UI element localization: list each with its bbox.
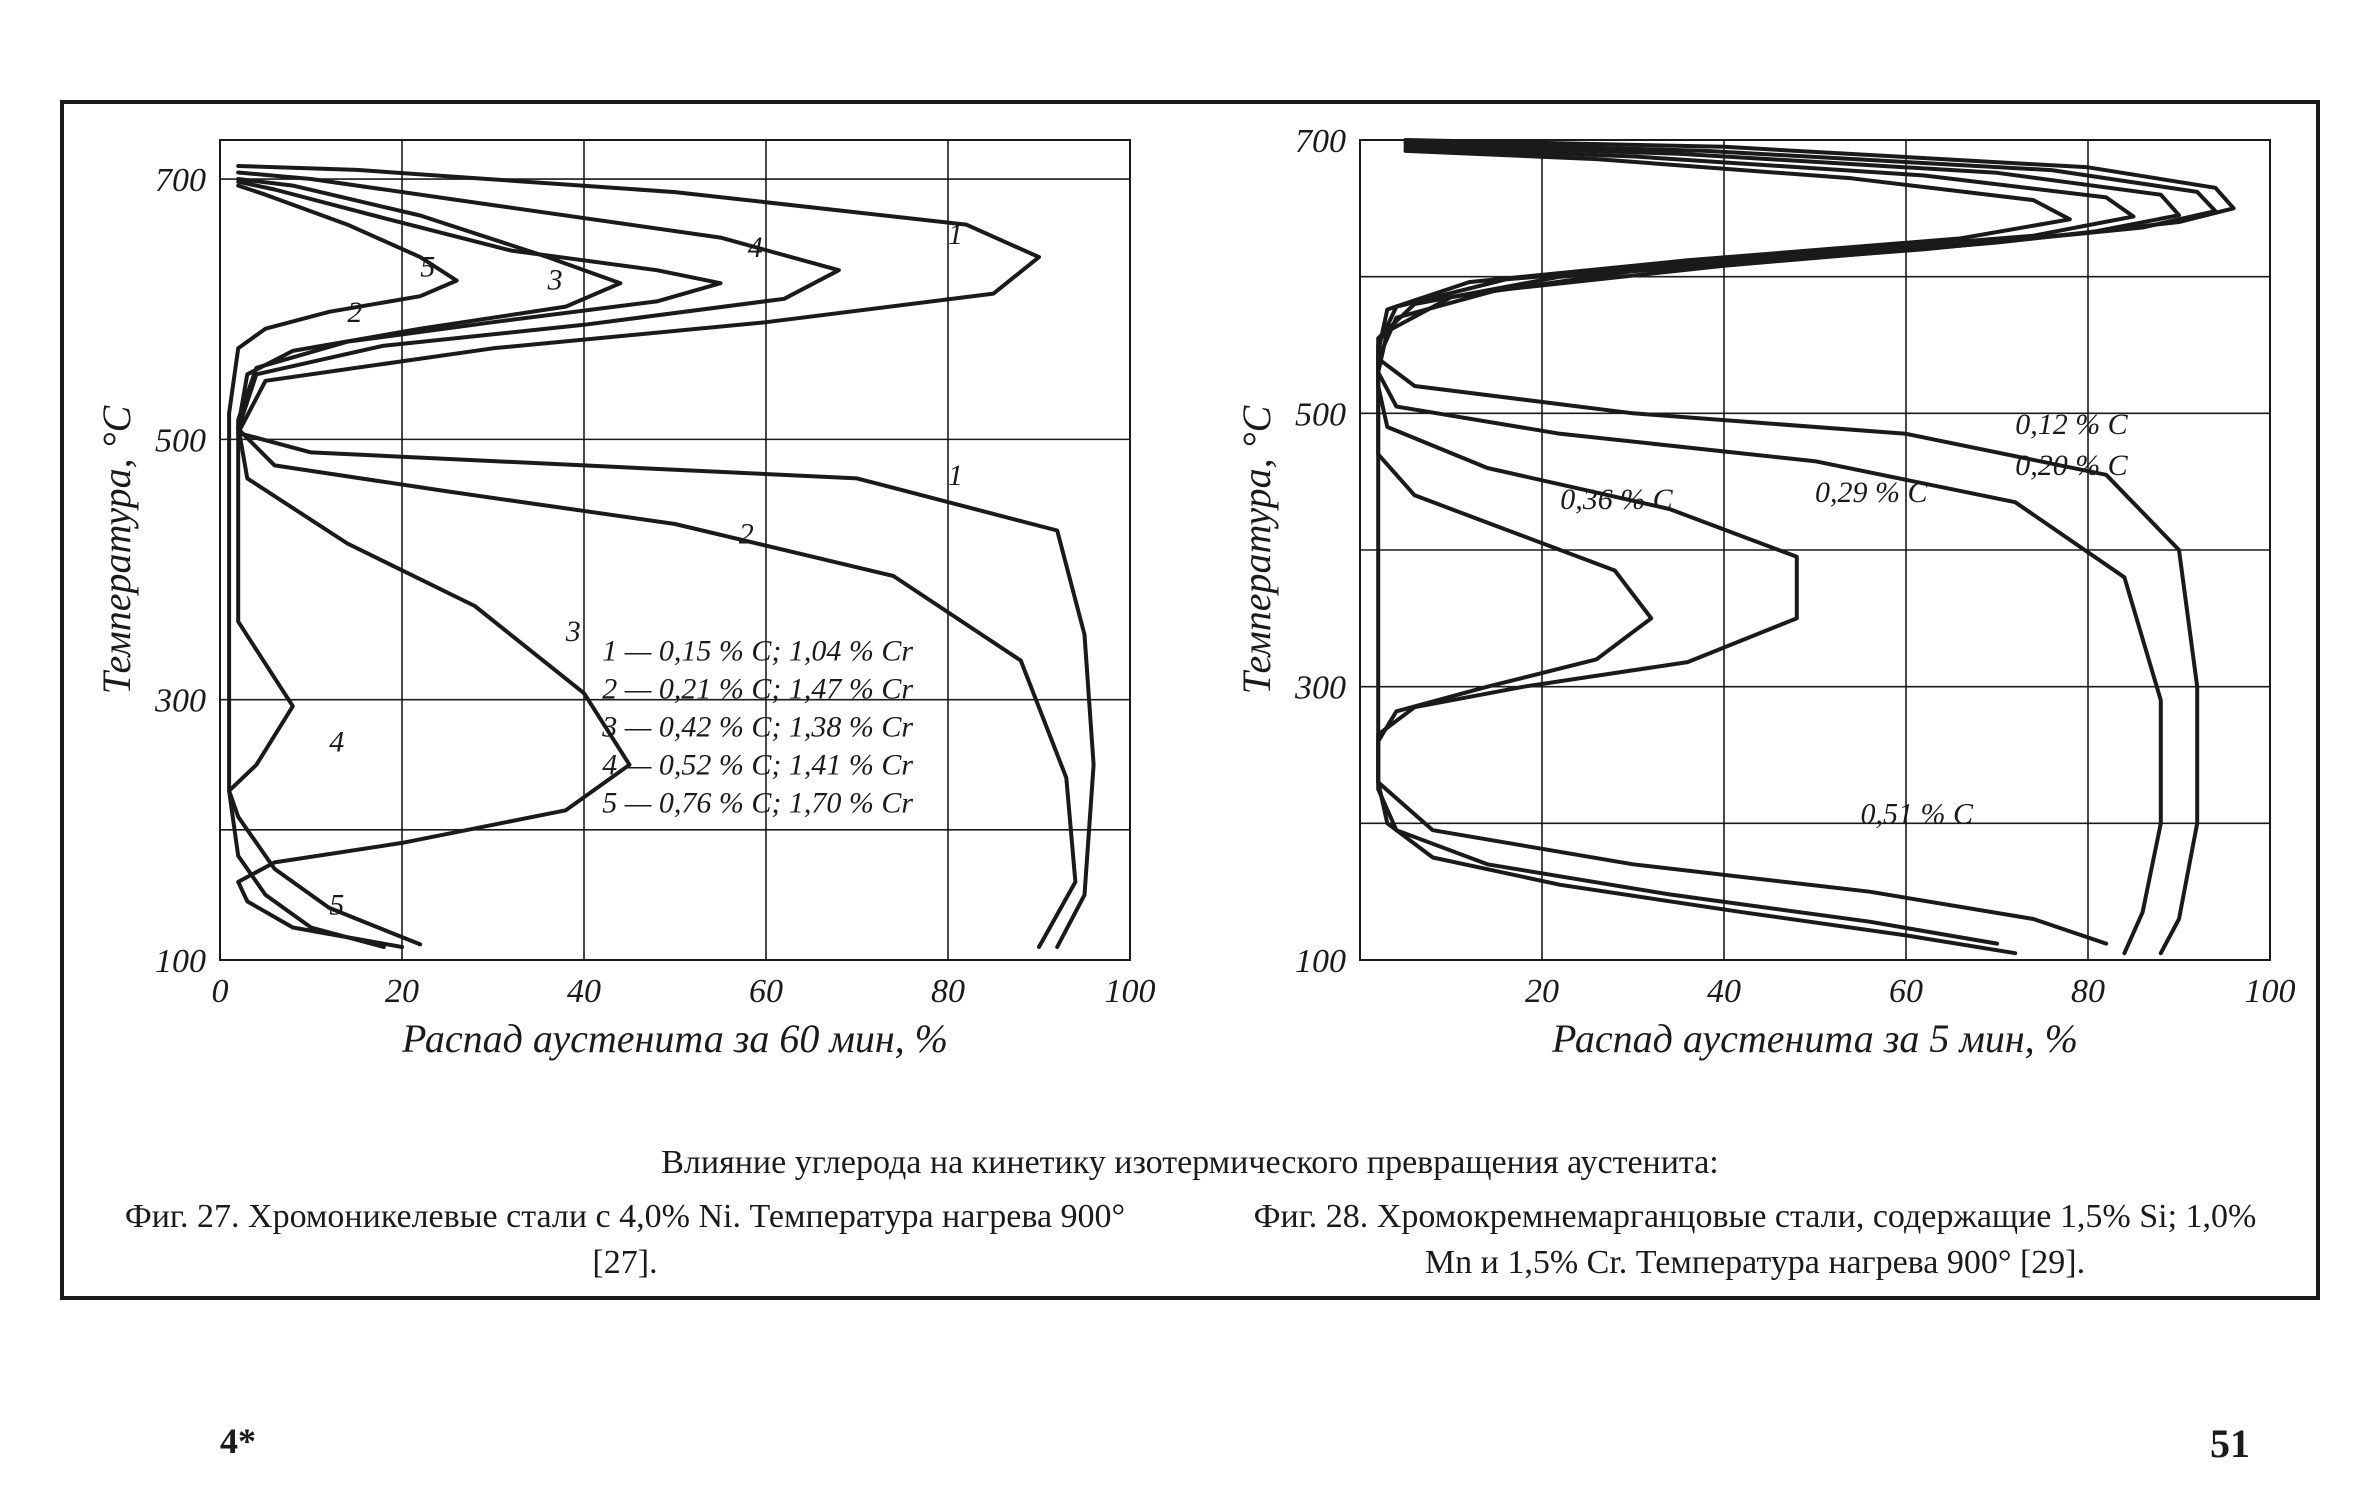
svg-text:3 — 0,42 % C; 1,38 % Cr: 3 — 0,42 % C; 1,38 % Cr xyxy=(601,711,913,744)
svg-text:0,51 % C: 0,51 % C xyxy=(1861,797,1974,830)
svg-text:Температура, °С: Температура, °С xyxy=(94,404,139,694)
svg-text:100: 100 xyxy=(2245,973,2296,1010)
charts-row: 0 20 40 60 80 100 100 300 500 700 Распад аустенита… xyxy=(80,120,2300,1100)
svg-text:60: 60 xyxy=(749,973,783,1010)
svg-text:60: 60 xyxy=(1889,973,1923,1010)
svg-text:20: 20 xyxy=(1525,973,1559,1010)
figure-28: 20 40 60 80 100 100 300 500 700 Распад аустенита … xyxy=(1220,120,2300,1100)
svg-text:300: 300 xyxy=(1294,670,1346,707)
svg-text:2: 2 xyxy=(347,296,362,329)
caption-fig27: Фиг. 27. Хромоникелевые стали с 4,0% Ni.… xyxy=(100,1194,1150,1286)
svg-text:40: 40 xyxy=(567,973,601,1010)
svg-text:0: 0 xyxy=(212,973,229,1010)
svg-text:0,20 % C: 0,20 % C xyxy=(2015,449,2128,482)
svg-text:4: 4 xyxy=(748,231,763,264)
svg-text:1 — 0,15 % C; 1,04 % Cr: 1 — 0,15 % C; 1,04 % Cr xyxy=(602,635,913,668)
svg-text:5 — 0,76 % C; 1,70 % Cr: 5 — 0,76 % C; 1,70 % Cr xyxy=(602,787,913,820)
caption-block: Влияние углерода на кинетику изотермичес… xyxy=(100,1140,2280,1286)
svg-text:700: 700 xyxy=(1295,123,1346,160)
svg-text:500: 500 xyxy=(1295,396,1346,433)
svg-text:0,12 % C: 0,12 % C xyxy=(2015,408,2128,441)
svg-text:0,36 % C: 0,36 % C xyxy=(1560,483,1673,516)
svg-text:3: 3 xyxy=(565,615,581,648)
svg-text:Распад аустенита за 60 мин, %: Распад аустенита за 60 мин, % xyxy=(401,1016,948,1061)
caption-row: Фиг. 27. Хромоникелевые стали с 4,0% Ni.… xyxy=(100,1194,2280,1286)
figure-27: 0 20 40 60 80 100 100 300 500 700 Распад аустенита… xyxy=(80,120,1160,1100)
svg-text:2: 2 xyxy=(739,517,754,550)
fig28-svg: 20 40 60 80 100 100 300 500 700 Распад аустенита … xyxy=(1220,120,2300,1080)
svg-text:Распад аустенита за 5 мин, %: Распад аустенита за 5 мин, % xyxy=(1551,1016,2078,1061)
footer-page-number: 51 xyxy=(2210,1420,2250,1467)
fig27-svg: 0 20 40 60 80 100 100 300 500 700 Распад аустенита… xyxy=(80,120,1160,1080)
svg-text:4: 4 xyxy=(329,726,344,759)
svg-text:0,29 % C: 0,29 % C xyxy=(1815,476,1928,509)
footer-left: 4* xyxy=(220,1420,256,1462)
svg-text:100: 100 xyxy=(1295,943,1346,980)
caption-fig28: Фиг. 28. Хромокремнемарганцовые стали, с… xyxy=(1230,1194,2280,1286)
svg-text:3: 3 xyxy=(547,264,563,297)
svg-text:700: 700 xyxy=(155,162,206,199)
svg-text:80: 80 xyxy=(931,973,965,1010)
svg-text:2 — 0,21 % C; 1,47 % Cr: 2 — 0,21 % C; 1,47 % Cr xyxy=(602,673,913,706)
svg-text:Температура, °С: Температура, °С xyxy=(1234,404,1279,694)
svg-text:300: 300 xyxy=(154,683,206,720)
caption-shared: Влияние углерода на кинетику изотермичес… xyxy=(100,1140,2280,1186)
svg-text:100: 100 xyxy=(1105,973,1156,1010)
svg-text:500: 500 xyxy=(155,422,206,459)
svg-text:20: 20 xyxy=(385,973,419,1010)
svg-text:1: 1 xyxy=(948,459,963,492)
svg-text:1: 1 xyxy=(948,218,963,251)
svg-text:40: 40 xyxy=(1707,973,1741,1010)
svg-text:5: 5 xyxy=(329,888,344,921)
page: 0 20 40 60 80 100 100 300 500 700 Распад аустенита… xyxy=(0,0,2380,1500)
svg-text:80: 80 xyxy=(2071,973,2105,1010)
svg-text:5: 5 xyxy=(420,251,435,284)
svg-text:4 — 0,52 % C; 1,41 % Cr: 4 — 0,52 % C; 1,41 % Cr xyxy=(602,749,913,782)
svg-text:100: 100 xyxy=(155,943,206,980)
